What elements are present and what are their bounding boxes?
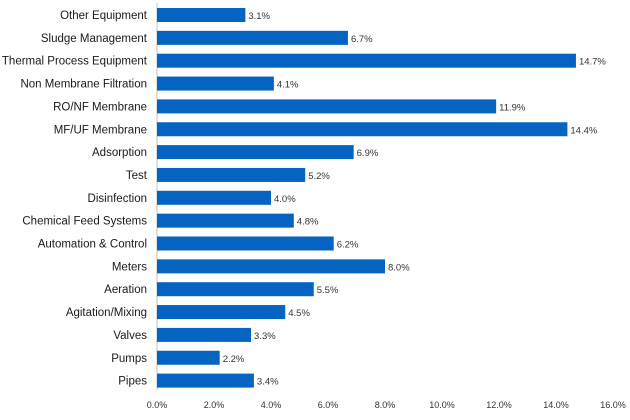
category-label: Other Equipment: [60, 10, 148, 22]
bar: [157, 259, 385, 274]
value-label: 11.9%: [499, 102, 526, 113]
value-label: 3.3%: [254, 331, 276, 342]
bar: [157, 53, 576, 68]
bar: [157, 327, 252, 342]
value-label: 5.5%: [317, 285, 339, 296]
bar: [157, 236, 334, 251]
x-tick-label: 16.0%: [600, 400, 626, 410]
category-label: Non Membrane Filtration: [20, 79, 147, 91]
value-label: 4.5%: [288, 308, 310, 319]
value-label: 4.0%: [274, 194, 296, 205]
x-tick-label: 0.0%: [147, 400, 168, 410]
category-label: RO/NF Membrane: [53, 101, 147, 113]
category-label: Aeration: [104, 284, 147, 296]
bar: [157, 30, 348, 45]
bar: [157, 213, 294, 228]
bar: [157, 350, 220, 365]
category-label: Adsorption: [92, 147, 147, 159]
bar: [157, 8, 246, 22]
category-label: Meters: [112, 261, 147, 273]
value-label: 6.2%: [337, 240, 359, 251]
x-tick-label: 6.0%: [318, 400, 339, 410]
value-label: 6.7%: [351, 34, 373, 45]
value-label: 4.8%: [297, 217, 319, 228]
bar: [157, 282, 314, 297]
category-label: Thermal Process Equipment: [2, 56, 148, 68]
bar: [157, 373, 254, 388]
category-label: Automation & Control: [38, 239, 147, 251]
value-label: 8.0%: [388, 262, 410, 273]
x-tick-label: 8.0%: [375, 400, 396, 410]
value-label: 3.1%: [248, 11, 270, 22]
bar: [157, 305, 286, 320]
bar: [157, 145, 354, 160]
x-tick-label: 4.0%: [261, 400, 282, 410]
x-tick-label: 2.0%: [204, 400, 225, 410]
value-label: 5.2%: [308, 171, 330, 182]
bar: [157, 76, 274, 91]
category-label: Sludge Management: [41, 33, 148, 45]
x-tick-label: 10.0%: [429, 400, 455, 410]
bar: [157, 190, 271, 205]
value-label: 6.9%: [357, 148, 379, 159]
value-label: 14.7%: [579, 57, 606, 68]
category-label: Test: [126, 170, 148, 182]
bar: [157, 167, 306, 182]
x-tick-label: 14.0%: [543, 400, 569, 410]
category-label: Chemical Feed Systems: [22, 216, 147, 228]
value-label: 14.4%: [570, 125, 597, 136]
value-label: 2.2%: [223, 354, 245, 365]
category-label: Valves: [113, 330, 147, 342]
value-label: 4.1%: [277, 80, 299, 91]
bar: [157, 122, 568, 137]
category-label: Agitation/Mixing: [66, 307, 147, 319]
x-tick-label: 12.0%: [486, 400, 512, 410]
category-label: Disinfection: [88, 193, 147, 205]
bar: [157, 99, 497, 114]
category-label: Pumps: [111, 353, 147, 365]
value-label: 3.4%: [257, 377, 279, 388]
category-label: Pipes: [118, 376, 147, 388]
category-label: MF/UF Membrane: [54, 124, 147, 136]
